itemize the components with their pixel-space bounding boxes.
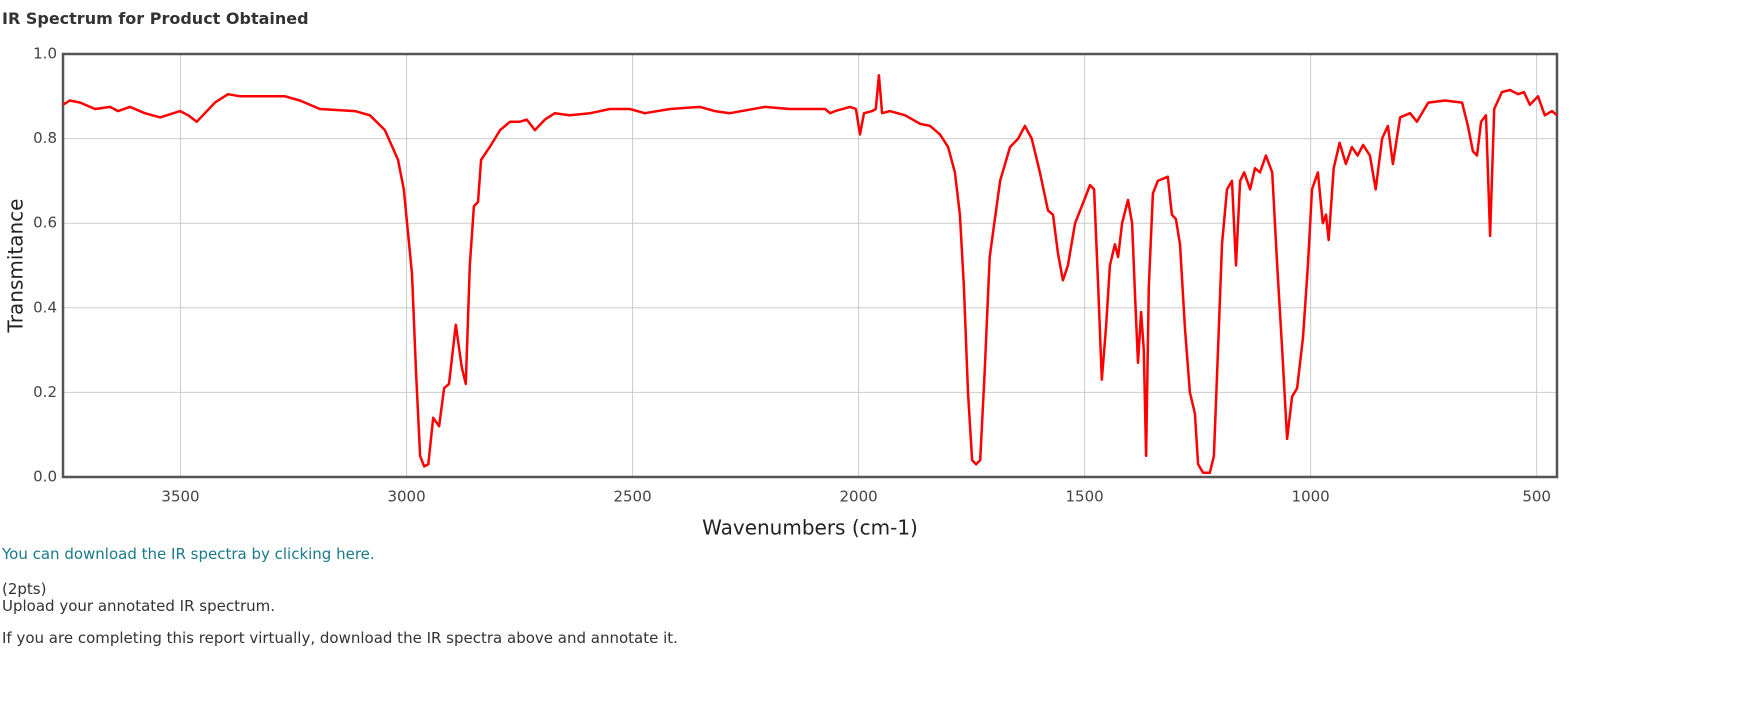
x-tick-label: 500 [1522, 488, 1551, 506]
points: (2pts) [2, 580, 47, 598]
y-tick-label: 0.8 [33, 129, 57, 147]
y-axis-title: Transmitance [4, 199, 28, 334]
download-link[interactable]: You can download the IR spectra by click… [2, 545, 375, 563]
y-tick-label: 1.0 [33, 45, 57, 63]
chart: 0.0 0.2 0.4 0.6 0.8 1.0 3500 3000 2500 2000 1500 10… [4, 45, 1559, 540]
y-tick-label: 0.0 [33, 468, 57, 486]
note: If you are completing this report virtua… [2, 629, 678, 647]
x-tick-label: 3500 [161, 488, 199, 506]
x-tick-label: 2000 [840, 488, 878, 506]
spectrum-line [62, 73, 1558, 475]
x-tick-label: 3000 [387, 488, 425, 506]
x-tick-label: 2500 [613, 488, 651, 506]
plot-border [61, 52, 1559, 479]
y-tick-label: 0.4 [33, 298, 57, 316]
page-title: IR Spectrum for Product Obtained [2, 9, 309, 28]
x-tick-label: 1500 [1066, 488, 1104, 506]
y-tick-label: 0.6 [33, 214, 57, 232]
prompt: Upload your annotated IR spectrum. [2, 597, 276, 615]
x-tick-label: 1000 [1292, 488, 1330, 506]
y-tick-label: 0.2 [33, 383, 57, 401]
x-axis-title: Wavenumbers (cm-1) [702, 516, 918, 540]
